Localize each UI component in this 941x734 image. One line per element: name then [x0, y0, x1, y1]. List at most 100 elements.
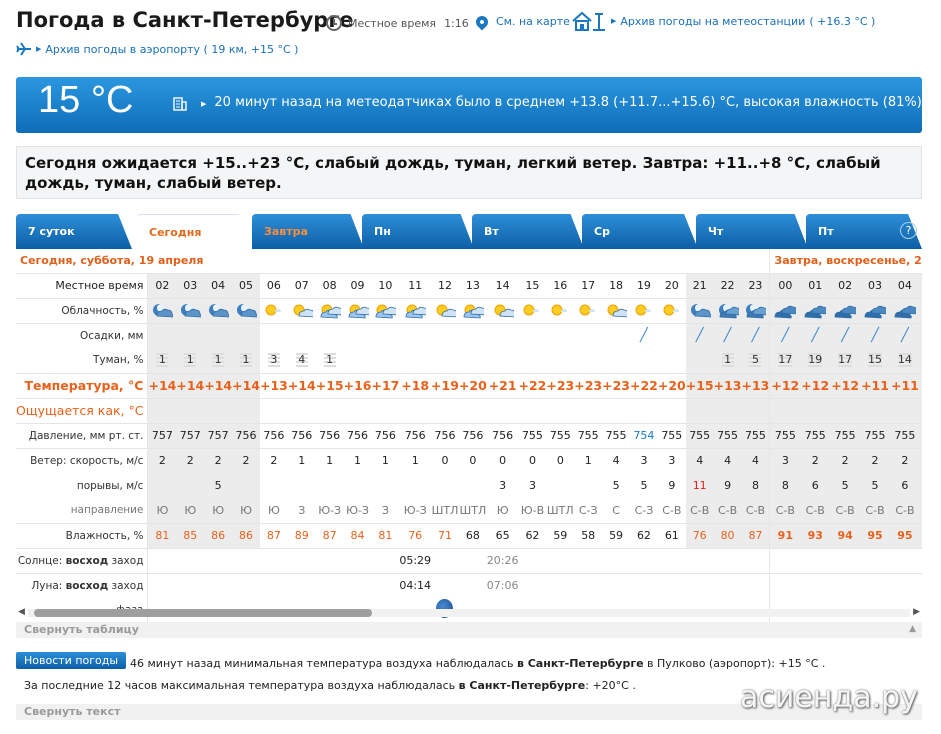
table-horizontal-scrollbar[interactable]: ◀ ▶ — [16, 606, 922, 620]
row-label: Влажность, % — [16, 523, 149, 549]
raindrop-icon: ╱ — [901, 328, 909, 344]
table-cell — [860, 573, 890, 598]
table-cell: 755 — [518, 423, 547, 449]
fog-value: 1 — [323, 353, 336, 368]
table-cell — [800, 548, 831, 574]
clouds-icon — [864, 305, 887, 318]
table-cell: +23 — [574, 373, 603, 399]
table-cell — [658, 323, 686, 348]
raindrop-icon: ╱ — [871, 328, 879, 344]
table-cell — [685, 398, 714, 424]
chevron-up-icon[interactable]: ▲ — [909, 624, 916, 634]
table-cell — [371, 398, 400, 424]
fog-value: 15 — [868, 353, 883, 368]
collapse-table-label[interactable]: Свернуть таблицу — [24, 623, 139, 636]
table-cell: 9 — [668, 479, 676, 492]
table-cell: 06 — [259, 273, 288, 299]
scroll-right-icon[interactable]: ▶ — [913, 607, 920, 617]
table-cell: +15 — [315, 373, 344, 399]
table-cell — [232, 548, 260, 574]
table-cell — [288, 473, 316, 498]
map-pin-icon — [473, 13, 491, 30]
table-cell: 756 — [486, 423, 519, 449]
collapse-text-button[interactable]: Свернуть текст — [16, 704, 922, 720]
table-cell: 18 — [602, 273, 630, 299]
table-cell — [741, 298, 770, 324]
table-cell: 3 — [259, 348, 288, 374]
table-cell: 2 — [860, 448, 890, 473]
table-cell — [431, 348, 459, 374]
fog-value: 1 — [184, 353, 197, 368]
table-cell — [176, 573, 204, 598]
tab-6[interactable]: Чт — [696, 214, 808, 249]
scroll-left-icon[interactable]: ◀ — [18, 607, 25, 617]
help-icon[interactable]: ? — [900, 222, 917, 239]
table-cell: 19 — [800, 348, 831, 374]
raindrop-icon: ╱ — [751, 328, 760, 344]
map-link-label[interactable]: См. на карте — [496, 15, 570, 28]
scroll-track[interactable] — [28, 609, 910, 617]
table-cell: 756 — [458, 423, 487, 449]
table-cell — [147, 548, 177, 574]
tab-5[interactable]: Ср — [582, 214, 698, 249]
sun-cloud-icon — [436, 304, 456, 317]
sun-clouds-icon — [405, 304, 427, 318]
news-badge: Новости погоды — [16, 652, 127, 669]
table-cell: 4 — [741, 448, 770, 473]
row-label: Солнце: восход заход — [16, 548, 149, 574]
collapse-table-button[interactable]: Свернуть таблицу ▲ — [16, 622, 922, 638]
table-cell: 81 — [371, 523, 400, 549]
table-cell: 757 — [176, 423, 205, 449]
table-cell: +15 — [685, 373, 714, 399]
table-cell — [232, 573, 260, 598]
table-cell — [574, 398, 603, 424]
sun-icon — [265, 304, 281, 315]
table-cell: 22 — [713, 273, 742, 299]
scroll-thumb[interactable] — [34, 609, 372, 617]
archive-station-label[interactable]: Архив погоды на метеостанции — [620, 14, 806, 28]
table-cell: 80 — [713, 523, 742, 549]
table-cell: 14 — [919, 348, 922, 374]
table-cell: +23 — [602, 373, 630, 399]
table-cell — [800, 398, 831, 424]
archive-airport-label[interactable]: Архив погоды в аэропорту ( 19 км, +15 °C… — [45, 42, 299, 56]
table-cell: 1 — [204, 348, 233, 374]
table-cell: 755 — [830, 423, 861, 449]
table-cell: С-В — [889, 498, 920, 524]
table-cell: 05 — [919, 273, 922, 299]
row-label-part: Солнце: — [17, 554, 66, 567]
table-cell — [574, 323, 602, 348]
tab-4[interactable]: Вт — [472, 214, 584, 249]
table-cell — [399, 298, 432, 324]
table-cell — [686, 573, 714, 598]
table-cell: +23 — [546, 373, 575, 399]
tab-1[interactable]: Сегодня — [137, 214, 253, 250]
tab-3[interactable]: Пн — [362, 214, 474, 249]
archive-station-link[interactable]: ▶ Архив погоды на метеостанции ( +16.3 °… — [571, 10, 875, 32]
table-cell: ╱ — [919, 323, 922, 348]
table-cell: 07:06 — [486, 579, 519, 593]
row-label-part: восход — [65, 554, 109, 567]
row-label: Местное время — [16, 273, 149, 299]
tab-2[interactable]: Завтра — [252, 214, 364, 249]
table-cell: 1 — [232, 348, 260, 374]
table-cell — [630, 573, 658, 598]
table-cell: 1 — [326, 454, 334, 468]
table-cell — [630, 348, 658, 374]
table-cell — [602, 548, 630, 574]
archive-airport-link[interactable]: ▶ Архив погоды в аэропорту ( 19 км, +15 … — [16, 42, 298, 56]
table-cell: 0 — [469, 454, 477, 468]
news-text: За последние 12 часов максимальная темпе… — [24, 679, 456, 692]
map-link[interactable]: См. на карте — [473, 13, 570, 30]
table-cell — [287, 548, 316, 574]
table-cell — [546, 573, 574, 598]
table-cell: 757 — [147, 423, 177, 449]
tab-0[interactable]: 7 суток — [16, 214, 132, 249]
table-cell: Ю — [204, 498, 233, 524]
table-cell: 61 — [657, 523, 686, 549]
news-text: 46 минут назад минимальная температура в… — [130, 657, 514, 670]
sun-clouds-icon — [348, 304, 369, 318]
table-cell — [288, 323, 316, 348]
moon-cloud-icon — [181, 303, 202, 317]
table-cell — [260, 573, 288, 598]
